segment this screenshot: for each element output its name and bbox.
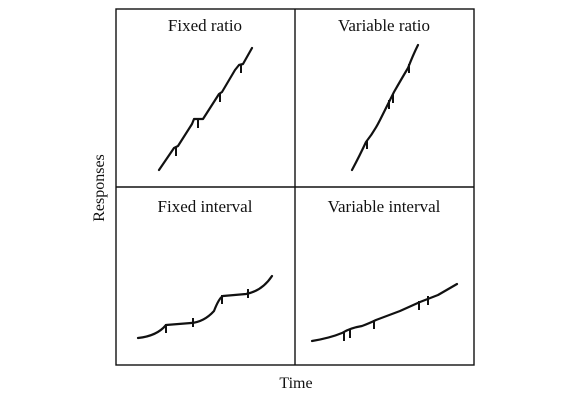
panel-title-fixed-ratio: Fixed ratio (168, 16, 242, 35)
fixed-ratio-curve (157, 46, 254, 172)
variable-interval-curve (310, 282, 459, 343)
fixed-ratio-plot (157, 46, 254, 172)
variable-ratio-plot (350, 43, 420, 172)
panel-title-fixed-interval: Fixed interval (158, 197, 253, 216)
variable-ratio-curve (350, 43, 420, 172)
variable-interval-plot (310, 282, 459, 343)
panel-title-variable-ratio: Variable ratio (338, 16, 430, 35)
panel-title-variable-interval: Variable interval (328, 197, 441, 216)
fixed-interval-plot (136, 274, 274, 340)
y-axis-label: Responses (91, 154, 108, 222)
x-axis-label: Time (279, 375, 312, 392)
fixed-interval-curve (136, 274, 274, 340)
